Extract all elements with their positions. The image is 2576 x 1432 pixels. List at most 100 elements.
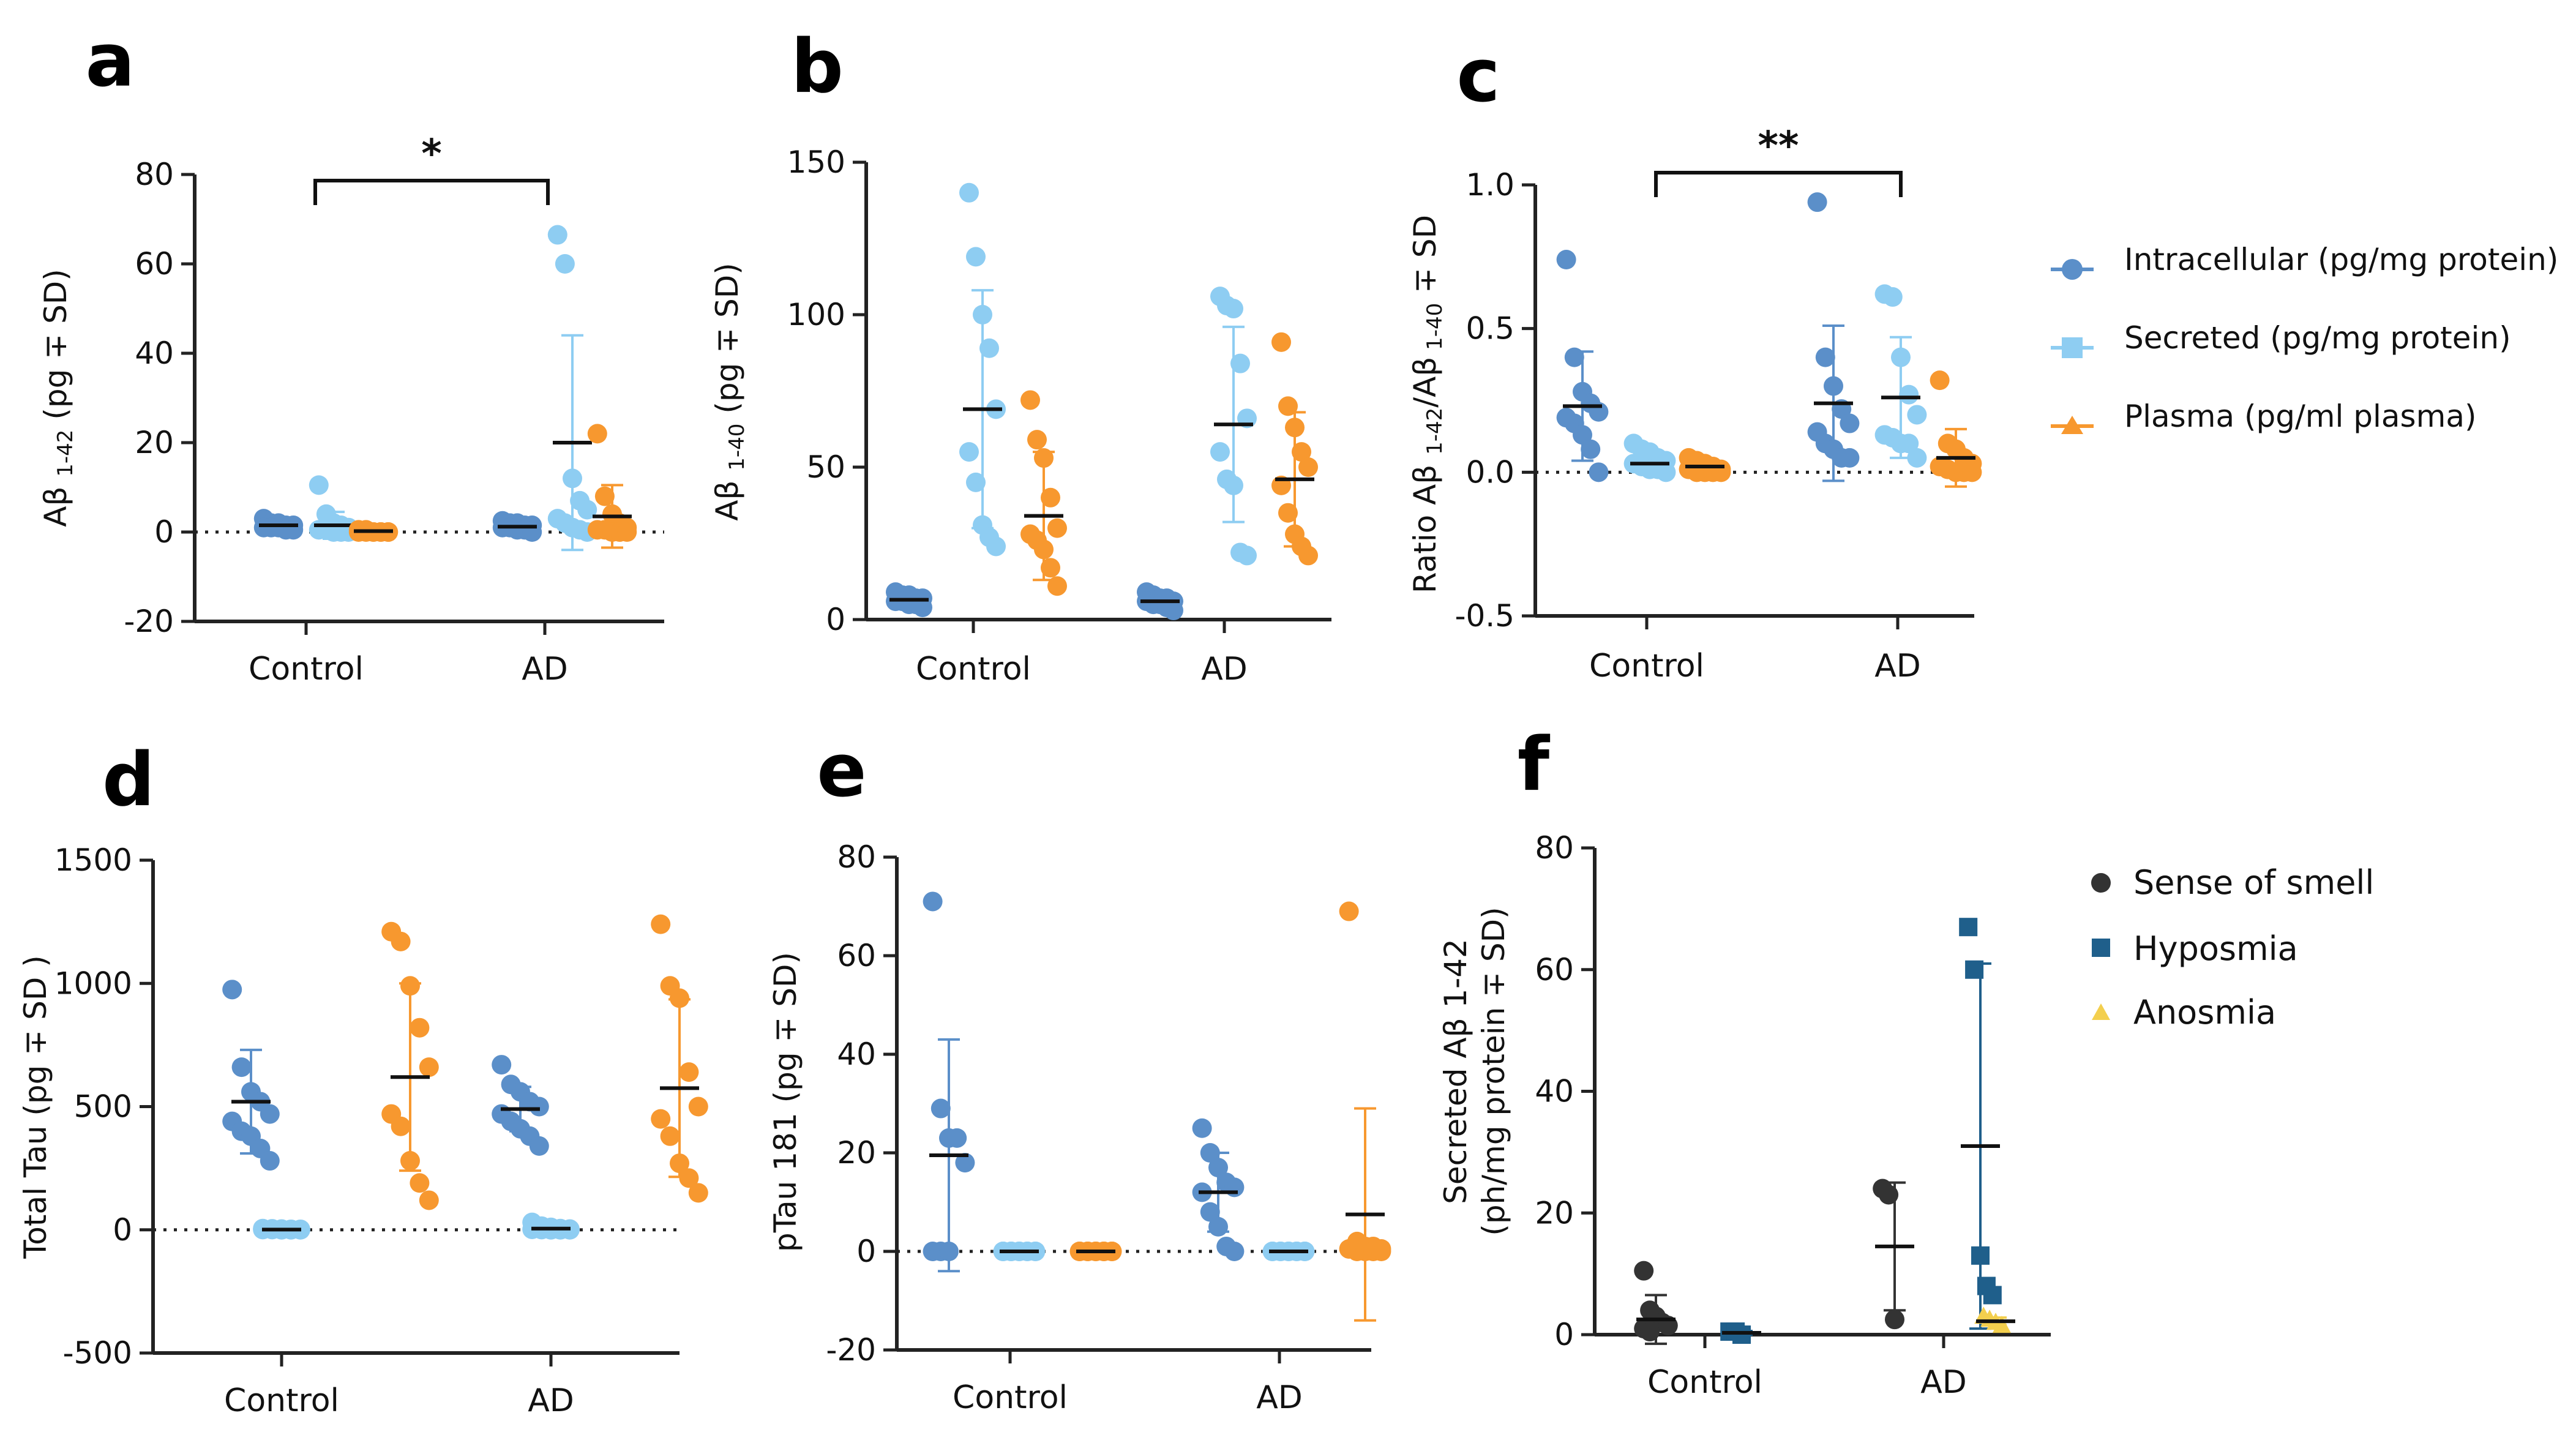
- data-point-secreted-pg-mg-protein-: [959, 182, 979, 203]
- data-point-plasma-pg-ml-plasma-: [587, 424, 607, 444]
- data-point-secreted-pg-mg-protein-: [1224, 299, 1243, 319]
- y-tick-label: 1.0: [1466, 167, 1515, 203]
- data-point-plasma-pg-ml-plasma-: [1371, 1242, 1391, 1261]
- data-point-plasma-pg-ml-plasma-: [391, 1116, 411, 1136]
- y-axis-label-part: Total Tau (pg ∓ SD ): [18, 955, 53, 1259]
- y-axis-label-part: Ratio Aβ: [1407, 455, 1443, 593]
- y-axis-label: Aβ 1-42 (pg ∓ SD): [38, 269, 78, 527]
- y-axis-label-part: (pg ∓ SD): [38, 269, 73, 429]
- data-point-intracellular-pg-mg-protein-: [260, 1104, 280, 1124]
- significance-label: *: [421, 132, 441, 177]
- data-point-plasma-pg-ml-plasma-: [419, 1057, 439, 1078]
- panel-letter: c: [1456, 34, 1500, 119]
- y-tick-label: 0: [856, 1234, 876, 1269]
- panel-letter: a: [86, 18, 135, 103]
- data-point-intracellular-pg-mg-protein-: [1208, 1158, 1228, 1178]
- y-tick-label: 0.0: [1466, 454, 1515, 490]
- x-tick-label: AD: [1201, 651, 1248, 688]
- y-axis-label-part: Secreted Aβ 1-42: [1438, 939, 1473, 1204]
- legend-square-icon: [2062, 337, 2083, 358]
- data-point-secreted-pg-mg-protein-: [577, 500, 597, 520]
- data-point-plasma-pg-ml-plasma-: [651, 1109, 671, 1129]
- data-point-plasma-pg-ml-plasma-: [660, 1126, 680, 1146]
- x-tick-label: Control: [953, 1379, 1068, 1416]
- y-axis-label-part: pTau 181 (pg ∓ SD): [768, 952, 803, 1252]
- legend-plasma-label: Plasma (pg/ml plasma): [2124, 399, 2477, 434]
- data-point-plasma-pg-ml-plasma-: [688, 1183, 708, 1203]
- data-point-sense-of-smell: [1885, 1310, 1904, 1330]
- y-tick-label: 60: [135, 246, 174, 282]
- data-point-plasma-pg-ml-plasma-: [1278, 396, 1298, 416]
- data-point-intracellular-pg-mg-protein-: [1224, 1242, 1245, 1261]
- data-point-plasma-pg-ml-plasma-: [670, 988, 689, 1008]
- data-point-intracellular-pg-mg-protein-: [939, 1242, 959, 1261]
- data-point-intracellular-pg-mg-protein-: [947, 1128, 967, 1148]
- data-point-plasma-pg-ml-plasma-: [1020, 390, 1040, 410]
- data-point-intracellular-pg-mg-protein-: [529, 1136, 549, 1156]
- y-tick-label: 60: [1535, 952, 1574, 988]
- data-point-secreted-pg-mg-protein-: [979, 338, 999, 358]
- data-point-plasma-pg-ml-plasma-: [679, 1168, 699, 1188]
- data-point-plasma-pg-ml-plasma-: [1278, 503, 1298, 523]
- panel-f: f 0 20 40 60 80 Control AD Secreted Aβ 1-42(ph/m…: [1438, 722, 2051, 1401]
- y-tick-label: 0: [826, 602, 845, 637]
- panel-c: c -0.5 0.0 0.5 1.0 Control AD Ratio Aβ 1-42/Aβ …: [1407, 34, 1982, 684]
- y-axis-label: Aβ 1-40 (pg ∓ SD): [710, 263, 749, 521]
- y-tick-label: 100: [787, 297, 845, 332]
- data-point-plasma-pg-ml-plasma-: [419, 1190, 439, 1210]
- data-point-plasma-pg-ml-plasma-: [1930, 370, 1950, 391]
- panel-letter: f: [1518, 722, 1551, 808]
- legend-triangle-icon: [2092, 1003, 2110, 1020]
- y-tick-label: 20: [135, 425, 174, 460]
- y-axis-label: Total Tau (pg ∓ SD ): [18, 955, 53, 1259]
- data-point-intracellular-pg-mg-protein-: [1556, 250, 1576, 270]
- data-point-intracellular-pg-mg-protein-: [1589, 462, 1609, 482]
- y-axis-label: pTau 181 (pg ∓ SD): [768, 952, 803, 1252]
- data-point-secreted-pg-mg-protein-: [1224, 475, 1243, 495]
- data-point-secreted-pg-mg-protein-: [1210, 442, 1230, 462]
- data-point-intracellular-pg-mg-protein-: [260, 1151, 280, 1171]
- panel-letter: e: [817, 729, 866, 814]
- data-point-hyposmia: [1965, 960, 1984, 979]
- legend-intracellular-label: Intracellular (pg/mg protein): [2124, 242, 2559, 277]
- y-tick-label: 0.5: [1466, 311, 1515, 347]
- x-tick-label: AD: [1874, 648, 1921, 684]
- data-point-plasma-pg-ml-plasma-: [1041, 487, 1060, 508]
- panel-e: e -20 0 20 40 60 80 Control AD pTau 181 (pg ∓ SD): [768, 729, 1391, 1416]
- y-tick-label: 1500: [54, 842, 132, 878]
- data-point-intracellular-pg-mg-protein-: [923, 891, 943, 912]
- y-tick-label: -500: [63, 1335, 132, 1371]
- x-tick-label: Control: [1647, 1364, 1762, 1401]
- data-point-secreted-pg-mg-protein-: [973, 305, 992, 324]
- data-point-hyposmia: [1971, 1246, 1990, 1265]
- data-point-secreted-pg-mg-protein-: [1891, 347, 1911, 367]
- y-tick-label: 80: [1535, 830, 1574, 866]
- y-axis-label-part: ∓ SD: [1407, 215, 1443, 303]
- data-point-plasma-pg-ml-plasma-: [617, 522, 637, 542]
- data-point-secreted-pg-mg-protein-: [1907, 405, 1927, 425]
- data-point-plasma-pg-ml-plasma-: [1298, 545, 1318, 566]
- data-point-intracellular-pg-mg-protein-: [1564, 347, 1584, 367]
- data-point-intracellular-pg-mg-protein-: [1192, 1118, 1212, 1138]
- data-point-plasma-pg-ml-plasma-: [651, 914, 671, 934]
- data-point-intracellular-pg-mg-protein-: [1573, 425, 1592, 445]
- data-point-intracellular-pg-mg-protein-: [913, 598, 932, 618]
- data-point-intracellular-pg-mg-protein-: [1581, 439, 1601, 459]
- y-tick-label: 0: [154, 514, 174, 550]
- data-point-intracellular-pg-mg-protein-: [1208, 1216, 1228, 1237]
- data-point-plasma-pg-ml-plasma-: [400, 976, 420, 996]
- y-tick-label: 1000: [54, 965, 132, 1001]
- y-tick-label: 20: [837, 1135, 876, 1171]
- data-point-plasma-pg-ml-plasma-: [400, 1151, 420, 1171]
- data-point-secreted-pg-mg-protein-: [966, 472, 986, 492]
- data-point-sense-of-smell: [1879, 1185, 1899, 1205]
- y-tick-label: 60: [837, 938, 876, 973]
- data-point-intracellular-pg-mg-protein-: [955, 1153, 975, 1173]
- data-point-plasma-pg-ml-plasma-: [1292, 442, 1311, 462]
- data-point-intracellular-pg-mg-protein-: [1807, 192, 1827, 212]
- y-tick-label: 80: [837, 839, 876, 875]
- x-tick-label: AD: [528, 1382, 574, 1419]
- data-point-plasma-pg-ml-plasma-: [391, 931, 411, 951]
- data-point-intracellular-pg-mg-protein-: [1200, 1143, 1220, 1163]
